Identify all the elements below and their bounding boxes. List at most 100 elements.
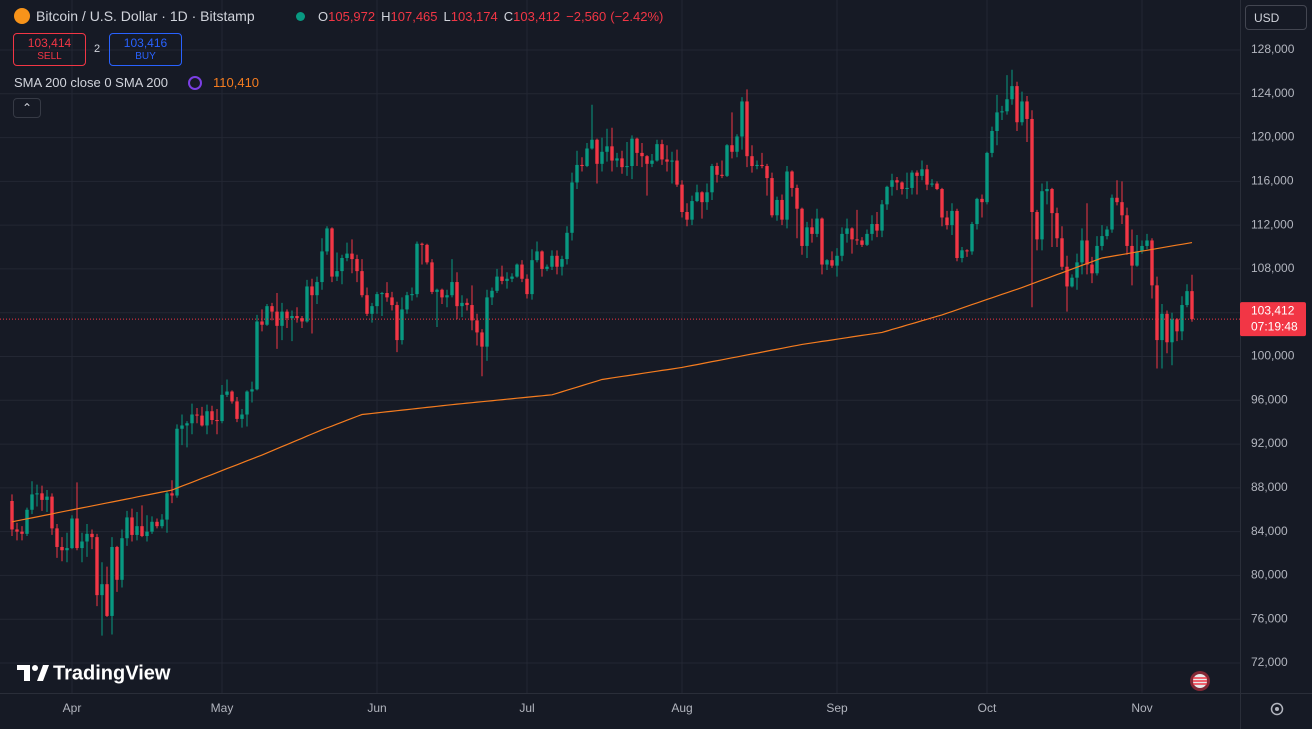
candle-body xyxy=(415,243,419,295)
candle-body xyxy=(655,144,659,161)
candle-body xyxy=(605,146,609,152)
candle-body xyxy=(535,251,539,261)
candle-body xyxy=(170,493,174,496)
candle-body xyxy=(40,493,44,500)
candle-body xyxy=(140,526,144,537)
axes: 72,000 76,000 80,000 84,000 88,000 92,000 96,0… xyxy=(63,42,1306,715)
ohlc-key: L xyxy=(443,9,451,24)
flag-icon[interactable] xyxy=(1190,671,1210,691)
candle-body xyxy=(460,302,464,307)
ohlc-value: 105,972 xyxy=(328,9,376,24)
candle-body xyxy=(165,493,169,520)
candle-body xyxy=(1170,319,1174,343)
candle-body xyxy=(465,302,469,306)
candle-body xyxy=(135,526,139,535)
candle-body xyxy=(430,262,434,292)
currency-button[interactable]: USD xyxy=(1245,5,1307,30)
candle-body xyxy=(1105,229,1109,237)
candle-body xyxy=(710,166,714,193)
x-tick-label: Nov xyxy=(1131,701,1152,715)
candle-body xyxy=(105,584,109,616)
candle-body xyxy=(15,529,19,532)
candle-body xyxy=(745,101,749,157)
candle-body xyxy=(380,293,384,295)
candle-body xyxy=(145,531,149,537)
candle-body xyxy=(725,145,729,176)
candle-body xyxy=(695,192,699,202)
candle-body xyxy=(995,112,999,131)
candle-body xyxy=(80,541,84,549)
candle-body xyxy=(305,286,309,322)
buy-button[interactable]: 103,416 BUY xyxy=(109,33,182,66)
candle-body xyxy=(180,425,184,429)
ohlc-value: 103,412 xyxy=(513,9,561,24)
candle-body xyxy=(1085,240,1089,265)
indicator-icon[interactable] xyxy=(188,76,202,90)
candle-body xyxy=(970,224,974,252)
candle-body xyxy=(355,259,359,272)
ohlc-value: 107,465 xyxy=(390,9,438,24)
candle-body xyxy=(940,189,944,218)
candle-body xyxy=(410,294,414,296)
candle-body xyxy=(70,518,74,549)
candle-body xyxy=(335,271,339,277)
candle-body xyxy=(200,415,204,426)
candle-body xyxy=(685,212,689,220)
candle-body xyxy=(815,218,819,234)
candle-body xyxy=(435,289,439,292)
candle-body xyxy=(1090,264,1094,274)
candle-body xyxy=(190,414,194,424)
y-tick-label: 80,000 xyxy=(1251,568,1288,582)
y-tick-label: 124,000 xyxy=(1251,86,1295,100)
candle-body xyxy=(1050,189,1054,214)
candle-body xyxy=(310,286,314,296)
candle-body xyxy=(505,278,509,281)
candle-body xyxy=(225,391,229,395)
candle-body xyxy=(965,250,969,252)
candle-body xyxy=(1100,236,1104,246)
candle-body xyxy=(1140,245,1144,252)
candle-body xyxy=(1175,319,1179,332)
candle-body xyxy=(820,218,824,265)
candle-body xyxy=(45,496,49,500)
candle-body xyxy=(555,255,559,267)
currency: USD xyxy=(1254,11,1280,25)
candle-body xyxy=(155,521,159,527)
candle-body xyxy=(1120,202,1124,216)
candle-body xyxy=(960,250,964,258)
candle-body xyxy=(390,297,394,306)
candle-body xyxy=(290,315,294,319)
candle-body xyxy=(1150,240,1154,286)
countdown: 07:19:48 xyxy=(1251,319,1298,333)
candle-body xyxy=(100,584,104,596)
candle-body xyxy=(445,295,449,298)
candle-body xyxy=(525,278,529,295)
x-tick-label: Sep xyxy=(826,701,848,715)
candle-body xyxy=(370,306,374,314)
sell-button[interactable]: 103,414 SELL xyxy=(13,33,86,66)
x-tick-label: Jun xyxy=(367,701,386,715)
settings-button[interactable] xyxy=(1270,702,1284,716)
candle-body xyxy=(1185,291,1189,306)
candle-body xyxy=(1020,101,1024,123)
candle-body xyxy=(160,519,164,527)
candle-body xyxy=(915,172,919,176)
candle-body xyxy=(420,243,424,245)
candle-body xyxy=(805,227,809,246)
candle-body xyxy=(845,228,849,234)
candle-body xyxy=(520,264,524,279)
candle-body xyxy=(770,178,774,216)
candle-body xyxy=(985,152,989,203)
candle-body xyxy=(475,320,479,333)
candle-body xyxy=(930,183,934,185)
ohlc-key: H xyxy=(381,9,391,24)
collapse-button[interactable]: ⌃ xyxy=(13,98,41,118)
candle-body xyxy=(20,531,24,534)
candle-body xyxy=(325,228,329,252)
candle-body xyxy=(830,260,834,266)
candle-body xyxy=(1070,277,1074,287)
candle-body xyxy=(30,494,34,510)
candle-body xyxy=(60,546,64,551)
flag-stripes xyxy=(1193,677,1207,685)
